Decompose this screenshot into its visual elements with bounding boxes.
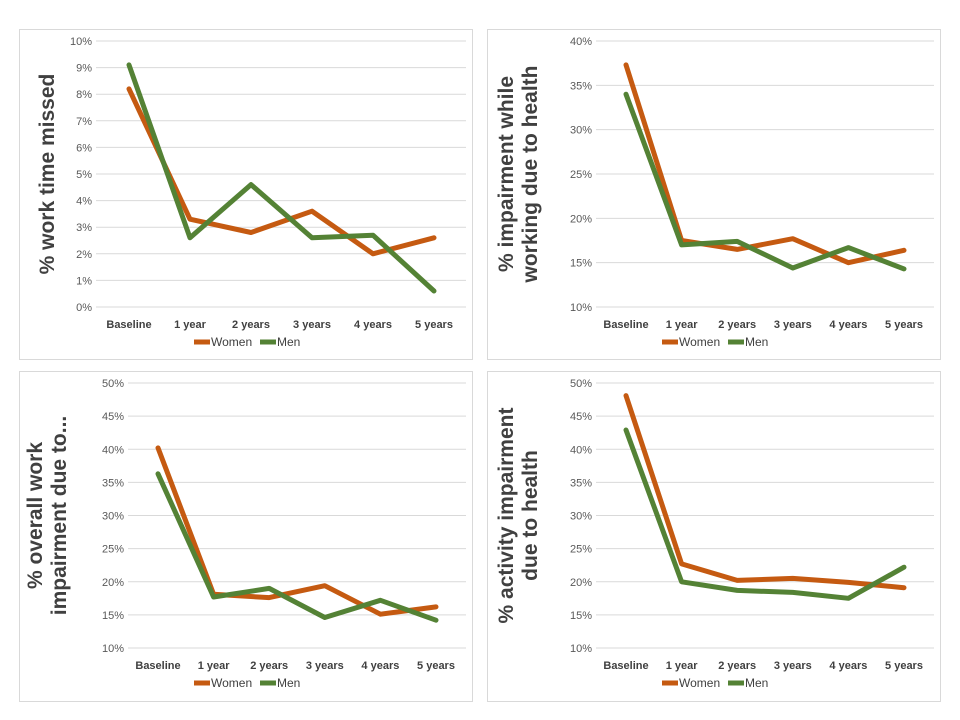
- legend-label: Women: [211, 676, 252, 690]
- legend-item-women: Women: [662, 676, 720, 690]
- chart-panel-activity-impairment: 10% 15% 20% 25% 30% 35% 40% 45% 50% Baseline 1 yea…: [487, 371, 941, 702]
- legend-label: Men: [745, 676, 768, 690]
- chart-panel-work-time-missed: 0% 1% 2% 3% 4% 5% 6% 7% 8% 9% 10% Baseline 1 year 2 y…: [19, 29, 473, 360]
- y-axis-label: % activity impairment: [495, 408, 518, 624]
- x-tick-label: Baseline: [603, 660, 648, 672]
- y-tick-label: 6%: [76, 142, 92, 154]
- y-axis-label: working due to health: [519, 65, 542, 283]
- x-tick-label: Baseline: [106, 319, 151, 331]
- legend-item-men: Men: [260, 335, 300, 349]
- y-tick-label: 20%: [570, 577, 592, 589]
- y-tick-label: 10%: [570, 643, 592, 655]
- legend-item-women: Women: [194, 676, 252, 690]
- x-tick-label: 4 years: [354, 319, 392, 331]
- legend-item-men: Men: [728, 335, 768, 349]
- y-axis-label: % impairment while: [495, 76, 518, 272]
- line-chart-overall-work-impairment: 10% 15% 20% 25% 30% 35% 40% 45% 50% Baseline 1 yea…: [24, 378, 466, 690]
- series-line-women: [623, 393, 907, 591]
- series-line-men: [155, 471, 439, 623]
- y-tick-label: 1%: [76, 275, 92, 287]
- legend-label: Women: [679, 676, 720, 690]
- series-line-women: [155, 445, 439, 617]
- legend-item-women: Women: [662, 335, 720, 349]
- legend-label: Women: [211, 335, 252, 349]
- line-chart-work-time-missed: 0% 1% 2% 3% 4% 5% 6% 7% 8% 9% 10% Baseline 1 year 2 y…: [36, 36, 466, 349]
- y-tick-label: 40%: [570, 36, 592, 48]
- x-tick-label: 2 years: [250, 660, 288, 672]
- legend-label: Men: [745, 335, 768, 349]
- y-tick-label: 50%: [570, 378, 592, 390]
- y-tick-label: 10%: [102, 643, 124, 655]
- y-tick-label: 35%: [570, 477, 592, 489]
- x-tick-label: 5 years: [885, 660, 923, 672]
- y-tick-label: 25%: [570, 544, 592, 556]
- y-tick-label: 20%: [570, 213, 592, 225]
- x-tick-label: 3 years: [306, 660, 344, 672]
- y-tick-label: 40%: [570, 444, 592, 456]
- line-chart-activity-impairment: 10% 15% 20% 25% 30% 35% 40% 45% 50% Baseline 1 yea…: [495, 378, 934, 690]
- y-tick-label: 5%: [76, 169, 92, 181]
- y-tick-label: 45%: [102, 411, 124, 423]
- x-tick-label: 2 years: [718, 660, 756, 672]
- x-tick-label: 5 years: [415, 319, 453, 331]
- x-tick-label: Baseline: [135, 660, 180, 672]
- x-tick-label: 4 years: [829, 660, 867, 672]
- y-tick-label: 10%: [570, 302, 592, 314]
- chart-panel-impairment-while-working: 10% 15% 20% 25% 30% 35% 40% Baseline 1 year 2 yea…: [487, 29, 941, 360]
- x-tick-label: Baseline: [603, 319, 648, 331]
- series-line-men: [623, 427, 907, 601]
- y-tick-label: 2%: [76, 249, 92, 261]
- legend-item-men: Men: [728, 676, 768, 690]
- x-tick-label: 3 years: [293, 319, 331, 331]
- y-tick-label: 10%: [70, 36, 92, 48]
- series-line-men: [126, 62, 437, 294]
- line-chart-impairment-while-working: 10% 15% 20% 25% 30% 35% 40% Baseline 1 year 2 yea…: [495, 36, 934, 349]
- y-tick-label: 15%: [570, 258, 592, 270]
- y-tick-label: 20%: [102, 577, 124, 589]
- y-tick-label: 35%: [102, 477, 124, 489]
- x-tick-label: 2 years: [718, 319, 756, 331]
- series-line-women: [623, 62, 907, 266]
- x-tick-label: 2 years: [232, 319, 270, 331]
- legend-item-women: Women: [194, 335, 252, 349]
- y-tick-label: 25%: [102, 544, 124, 556]
- x-tick-label: 3 years: [774, 319, 812, 331]
- x-tick-label: 4 years: [361, 660, 399, 672]
- y-tick-label: 7%: [76, 116, 92, 128]
- legend-label: Women: [679, 335, 720, 349]
- y-tick-label: 3%: [76, 222, 92, 234]
- y-axis-label: impairment due to...: [48, 416, 71, 616]
- legend-item-men: Men: [260, 676, 300, 690]
- y-tick-label: 30%: [570, 125, 592, 137]
- x-tick-label: 5 years: [417, 660, 455, 672]
- y-axis-label: % work time missed: [36, 74, 59, 275]
- y-tick-label: 9%: [76, 63, 92, 75]
- legend-label: Men: [277, 676, 300, 690]
- y-axis-label: % overall work: [24, 442, 47, 589]
- x-tick-label: 1 year: [174, 319, 207, 331]
- y-tick-label: 15%: [570, 610, 592, 622]
- y-tick-label: 4%: [76, 196, 92, 208]
- y-tick-label: 50%: [102, 378, 124, 390]
- y-tick-label: 35%: [570, 80, 592, 92]
- y-tick-label: 25%: [570, 169, 592, 181]
- y-tick-label: 15%: [102, 610, 124, 622]
- x-tick-label: 1 year: [198, 660, 231, 672]
- y-tick-label: 8%: [76, 89, 92, 101]
- series-line-women: [126, 86, 437, 257]
- x-tick-label: 4 years: [829, 319, 867, 331]
- x-tick-label: 5 years: [885, 319, 923, 331]
- y-tick-label: 30%: [570, 511, 592, 523]
- y-axis-label: due to health: [519, 450, 542, 581]
- y-tick-label: 40%: [102, 444, 124, 456]
- x-tick-label: 1 year: [666, 319, 699, 331]
- y-tick-label: 30%: [102, 511, 124, 523]
- series-line-men: [623, 91, 907, 272]
- x-tick-label: 1 year: [666, 660, 699, 672]
- x-tick-label: 3 years: [774, 660, 812, 672]
- legend-label: Men: [277, 335, 300, 349]
- y-tick-label: 45%: [570, 411, 592, 423]
- y-tick-label: 0%: [76, 302, 92, 314]
- chart-panel-overall-work-impairment: 10% 15% 20% 25% 30% 35% 40% 45% 50% Baseline 1 yea…: [19, 371, 473, 702]
